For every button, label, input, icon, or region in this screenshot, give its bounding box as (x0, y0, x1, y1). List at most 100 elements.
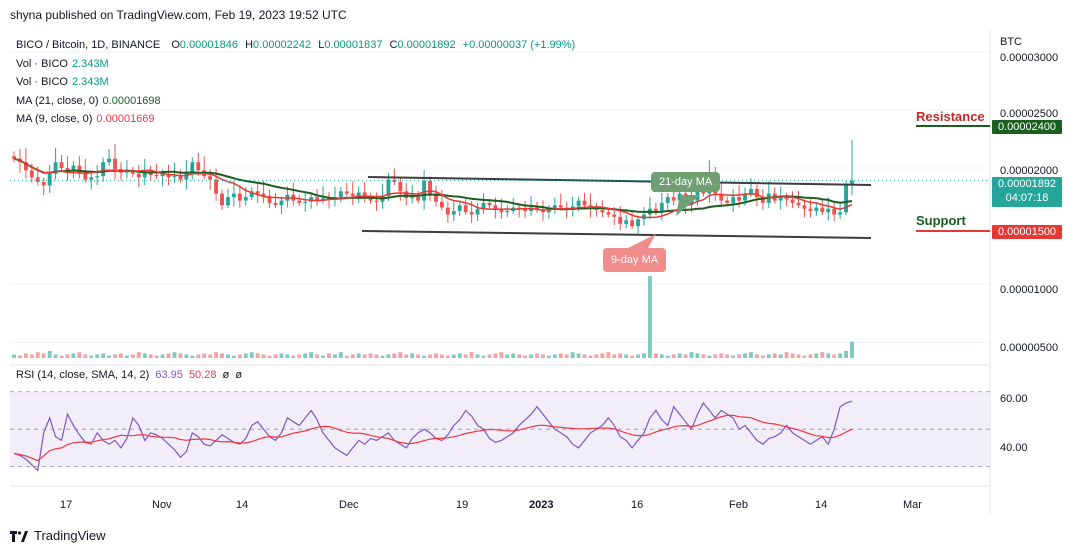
volume-bar (279, 353, 284, 358)
candle-body (434, 193, 438, 202)
candle-body (826, 208, 831, 213)
volume-bar (196, 354, 201, 358)
volume-bar (647, 276, 652, 358)
volume-bar (475, 354, 480, 358)
candle-body (89, 177, 94, 180)
close-value: 0.00001892 (397, 39, 456, 51)
volume-bar (642, 353, 646, 358)
volume-bar (469, 352, 474, 358)
vol1-label[interactable]: Vol · BICO (16, 57, 68, 70)
candle-body (749, 188, 753, 194)
candle-body (178, 176, 183, 180)
symbol-title[interactable]: BICO / Bitcoin, 1D, BINANCE (16, 39, 161, 51)
volume-bar (374, 354, 379, 358)
candle-body (124, 171, 129, 173)
candle-body (95, 176, 100, 178)
candle-body (196, 162, 201, 171)
candle-body (796, 202, 801, 206)
candle-body (558, 205, 563, 208)
candle-body (790, 199, 795, 203)
candle-body (35, 177, 40, 182)
volume-bar (285, 354, 290, 358)
volume-bar (273, 354, 278, 358)
candle-body (243, 197, 248, 201)
rsi-label[interactable]: RSI (14, close, SMA, 14, 2) (16, 369, 150, 381)
volume-bar (820, 352, 825, 358)
volume-bar (451, 354, 456, 358)
candle-body (350, 193, 355, 196)
candle-body (541, 209, 545, 213)
candle-body (600, 209, 605, 213)
volume-bar (618, 353, 623, 358)
candle-body (844, 185, 848, 213)
candle-body (428, 180, 432, 194)
ma21-label[interactable]: MA (21, close, 0) (16, 94, 99, 107)
volume-bar (838, 353, 843, 358)
candle-body (368, 197, 373, 201)
volume-bar (350, 354, 355, 358)
candle-body (493, 205, 498, 210)
candle-body (439, 201, 444, 208)
candle-body (309, 197, 314, 202)
time-tick-10: Mar (903, 499, 922, 511)
footer-brand[interactable]: TradingView (10, 528, 106, 543)
candle-body (457, 205, 462, 212)
candle-body (576, 200, 581, 207)
candle-body (505, 211, 510, 213)
volume-bar (832, 354, 837, 358)
candle-body (725, 200, 730, 203)
ma9-label[interactable]: MA (9, close, 0) (16, 113, 93, 125)
ma9-callout: 9-day MA (603, 248, 667, 272)
ma21-callout: 21-day MA (651, 172, 721, 192)
volume-bar (541, 354, 545, 358)
volume-bar (434, 353, 438, 358)
candle-body (636, 219, 640, 227)
volume-bar (713, 354, 718, 358)
volume-bar (178, 353, 183, 358)
candle-body (529, 207, 533, 212)
volume-bar (850, 341, 854, 358)
volume-bar (743, 353, 747, 358)
volume-bar (445, 355, 450, 358)
volume-bar (267, 355, 272, 358)
candle-body (321, 198, 325, 201)
chart-legend: BICO / Bitcoin, 1D, BINANCE O0.00001846 … (16, 36, 575, 129)
resistance-title: Resistance (916, 109, 985, 124)
volume-bar (422, 355, 427, 358)
volume-bar (576, 353, 581, 358)
candle-body (737, 197, 742, 201)
current-price-tag: 0.00001892 04:07:18 (992, 177, 1062, 207)
candle-body (142, 172, 147, 178)
volume-bar (570, 352, 575, 358)
vol2-label[interactable]: Vol · BICO (16, 76, 68, 88)
candle-body (338, 191, 343, 198)
volume-bar (356, 353, 361, 358)
candle-body (154, 174, 159, 177)
volume-bar (172, 352, 177, 358)
candle-body (356, 192, 361, 196)
candle-body (231, 193, 236, 198)
currency-label: BTC (1000, 36, 1022, 48)
volume-bar (130, 354, 135, 358)
volume-bar (594, 354, 599, 358)
candle-body (719, 193, 724, 201)
volume-bar (529, 354, 533, 358)
candle-body (47, 173, 52, 186)
vol1-value: 2.343M (71, 57, 109, 70)
candle-body (65, 168, 70, 171)
high-value: 0.00002242 (253, 39, 312, 51)
candle-body (303, 201, 308, 203)
volume-bar (327, 353, 331, 358)
candle-body (172, 176, 177, 178)
open-label: O (171, 39, 180, 51)
rsi-sma-value: 50.28 (188, 369, 217, 381)
volume-bar (558, 353, 563, 358)
volume-bar (77, 352, 82, 358)
rsi-tick-60: 60.00 (1000, 393, 1028, 405)
volume-bar (564, 354, 569, 358)
volume-bar (439, 354, 444, 358)
close-label: C (389, 39, 398, 51)
volume-bar (35, 352, 40, 358)
volume-bar (83, 354, 88, 358)
